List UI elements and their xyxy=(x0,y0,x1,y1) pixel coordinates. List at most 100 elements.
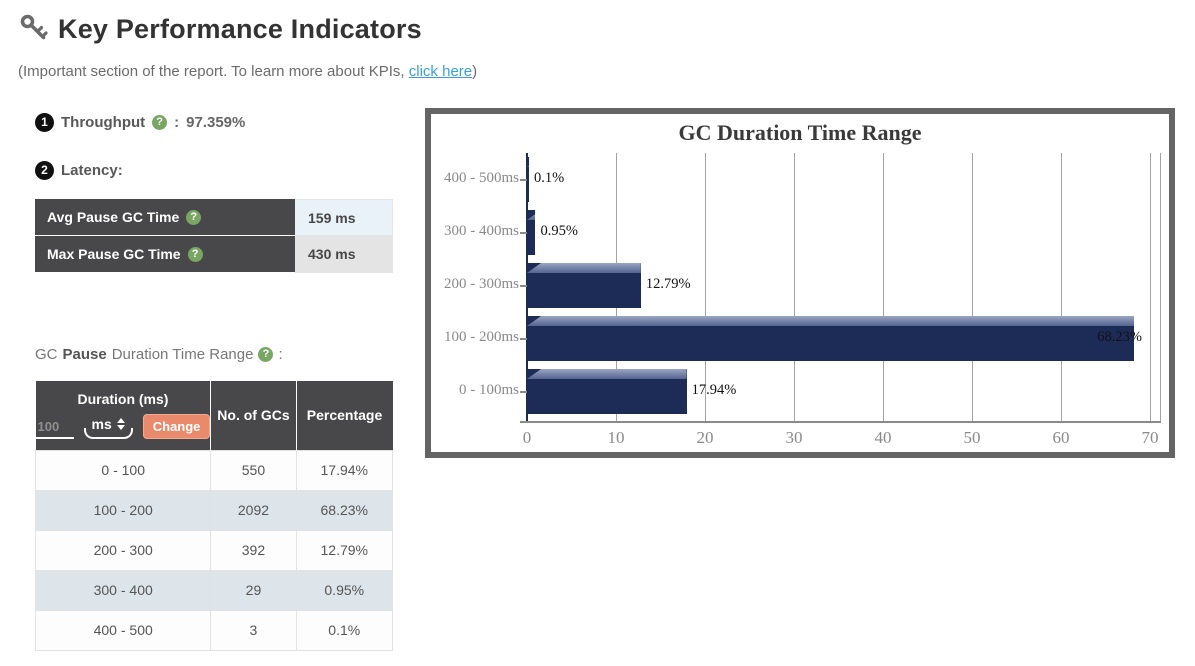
max-pause-value: 430 ms xyxy=(295,236,393,273)
duration-header-cell: Duration (ms) ms Change xyxy=(35,381,212,450)
chart-bar xyxy=(527,210,536,255)
latency-row: 2 Latency: xyxy=(35,160,393,180)
avg-pause-row: Avg Pause GC Time ? 159 ms xyxy=(35,199,393,236)
x-axis-tick-label: 30 xyxy=(785,428,803,447)
percentage-cell: 0.95% xyxy=(295,569,393,611)
page-header: Key Performance Indicators (Important se… xyxy=(18,12,477,80)
badge-1: 1 xyxy=(35,112,54,132)
x-axis-tick-label: 20 xyxy=(696,428,714,447)
duration-cell: 100 - 200 xyxy=(34,489,212,531)
gc-duration-chart: GC Duration Time Range 0 10 20 30 40 50 60 70 40… xyxy=(425,108,1175,458)
chart-gridline xyxy=(1061,153,1062,421)
bar-value-label: 17.94% xyxy=(691,381,737,398)
heading-colon: : xyxy=(278,345,283,363)
y-axis-tick xyxy=(520,284,527,287)
throughput-help-icon[interactable]: ? xyxy=(152,114,168,130)
duration-cell: 200 - 300 xyxy=(34,529,212,571)
gcs-count-header: No. of GCs xyxy=(210,381,297,450)
max-pause-label-cell: Max Pause GC Time ? xyxy=(35,236,295,273)
y-axis-category-label: 300 - 400ms xyxy=(444,222,519,239)
throughput-value: 97.359% xyxy=(186,113,246,131)
y-axis-tick xyxy=(520,390,527,393)
chart-gridline xyxy=(972,153,973,421)
throughput-separator: : xyxy=(174,113,180,131)
x-axis-tick-label: 50 xyxy=(963,428,981,447)
percentage-cell: 68.23% xyxy=(295,489,393,531)
chart-bar xyxy=(527,316,1135,361)
duration-table: Duration (ms) ms Change No. of GCs Perce… xyxy=(34,381,393,651)
subtitle-close-paren: ) xyxy=(472,63,478,80)
count-cell: 3 xyxy=(210,609,297,651)
x-axis-tick-label: 40 xyxy=(874,428,892,447)
bar-value-label: 0.1% xyxy=(534,169,565,186)
select-arrows-icon xyxy=(116,418,125,431)
max-pause-label: Max Pause GC Time xyxy=(47,246,181,262)
table-row: 200 - 300 392 12.79% xyxy=(34,529,393,571)
throughput-label: Throughput xyxy=(61,113,146,131)
x-axis-line xyxy=(520,421,1161,423)
chart-gridline xyxy=(794,153,795,421)
y-axis-category-label: 0 - 100ms xyxy=(459,381,519,398)
duration-help-icon[interactable]: ? xyxy=(258,346,274,362)
duration-table-header-row: Duration (ms) ms Change No. of GCs Perce… xyxy=(35,381,393,450)
duration-range-heading: GC Pause Duration Time Range ?: xyxy=(35,343,393,365)
duration-step-input[interactable] xyxy=(35,417,74,440)
chart-gridline xyxy=(1150,153,1151,421)
duration-cell: 300 - 400 xyxy=(34,569,212,611)
percentage-cell: 12.79% xyxy=(295,529,393,571)
heading-bold: Pause xyxy=(62,345,107,363)
bar-value-label: 68.23% xyxy=(1097,328,1142,345)
chart-bar xyxy=(527,263,641,308)
count-cell: 29 xyxy=(210,569,297,611)
count-cell: 392 xyxy=(210,529,297,571)
badge-2: 2 xyxy=(35,160,54,180)
unit-select[interactable]: ms xyxy=(83,416,133,440)
y-axis-category-label: 400 - 500ms xyxy=(444,169,519,186)
pause-time-table: Avg Pause GC Time ? 159 ms Max Pause GC … xyxy=(35,199,393,273)
key-icon xyxy=(18,12,48,47)
chart-bar xyxy=(527,157,529,202)
max-pause-row: Max Pause GC Time ? 430 ms xyxy=(35,236,393,273)
heading-suffix: Duration Time Range xyxy=(111,345,254,363)
kpi-panel: 1 Throughput ? : 97.359% 2 Latency: Avg … xyxy=(34,104,393,651)
page-title: Key Performance Indicators xyxy=(58,14,422,44)
count-cell: 2092 xyxy=(210,489,297,531)
table-row: 100 - 200 2092 68.23% xyxy=(34,489,393,531)
throughput-row: 1 Throughput ? : 97.359% xyxy=(35,112,393,132)
chart-gridline xyxy=(883,153,884,421)
chart-bar xyxy=(527,369,687,414)
y-axis-tick xyxy=(520,231,527,234)
avg-pause-help-icon[interactable]: ? xyxy=(186,209,202,225)
max-pause-help-icon[interactable]: ? xyxy=(187,246,203,262)
kpi-learn-more-link[interactable]: click here xyxy=(408,63,473,80)
chart-gridline xyxy=(705,153,706,421)
y-axis-category-label: 100 - 200ms xyxy=(444,328,519,345)
duration-cell: 0 - 100 xyxy=(34,449,212,491)
change-button[interactable]: Change xyxy=(142,414,211,440)
avg-pause-label-cell: Avg Pause GC Time ? xyxy=(35,199,295,236)
bar-value-label: 12.79% xyxy=(645,275,691,292)
x-axis-tick-label: 10 xyxy=(607,428,625,447)
page-subtitle: (Important section of the report. To lea… xyxy=(18,63,477,80)
duration-column-title: Duration (ms) xyxy=(77,391,169,408)
latency-label: Latency: xyxy=(61,161,123,179)
subtitle-text: (Important section of the report. To lea… xyxy=(18,63,409,80)
duration-cell: 400 - 500 xyxy=(34,609,212,651)
x-axis-tick-label: 0 xyxy=(522,428,532,447)
percentage-cell: 0.1% xyxy=(295,609,393,651)
heading-prefix: GC xyxy=(35,345,58,363)
y-axis-category-label: 200 - 300ms xyxy=(444,275,519,292)
percentage-header: Percentage xyxy=(296,381,393,450)
chart-plot: 0 10 20 30 40 50 60 70 400 - 500ms 0.1% 300 - 400m… xyxy=(431,114,1169,452)
table-row: 300 - 400 29 0.95% xyxy=(34,569,393,611)
y-axis-tick xyxy=(520,178,527,181)
chart-plot-right-edge xyxy=(1160,153,1161,421)
percentage-cell: 17.94% xyxy=(295,449,393,491)
table-row: 0 - 100 550 17.94% xyxy=(34,449,393,491)
chart-title: GC Duration Time Range xyxy=(678,120,922,145)
y-axis-tick xyxy=(520,337,527,340)
unit-select-value: ms xyxy=(91,416,112,433)
table-row: 400 - 500 3 0.1% xyxy=(34,609,393,651)
avg-pause-value: 159 ms xyxy=(295,199,393,236)
count-cell: 550 xyxy=(210,449,297,491)
